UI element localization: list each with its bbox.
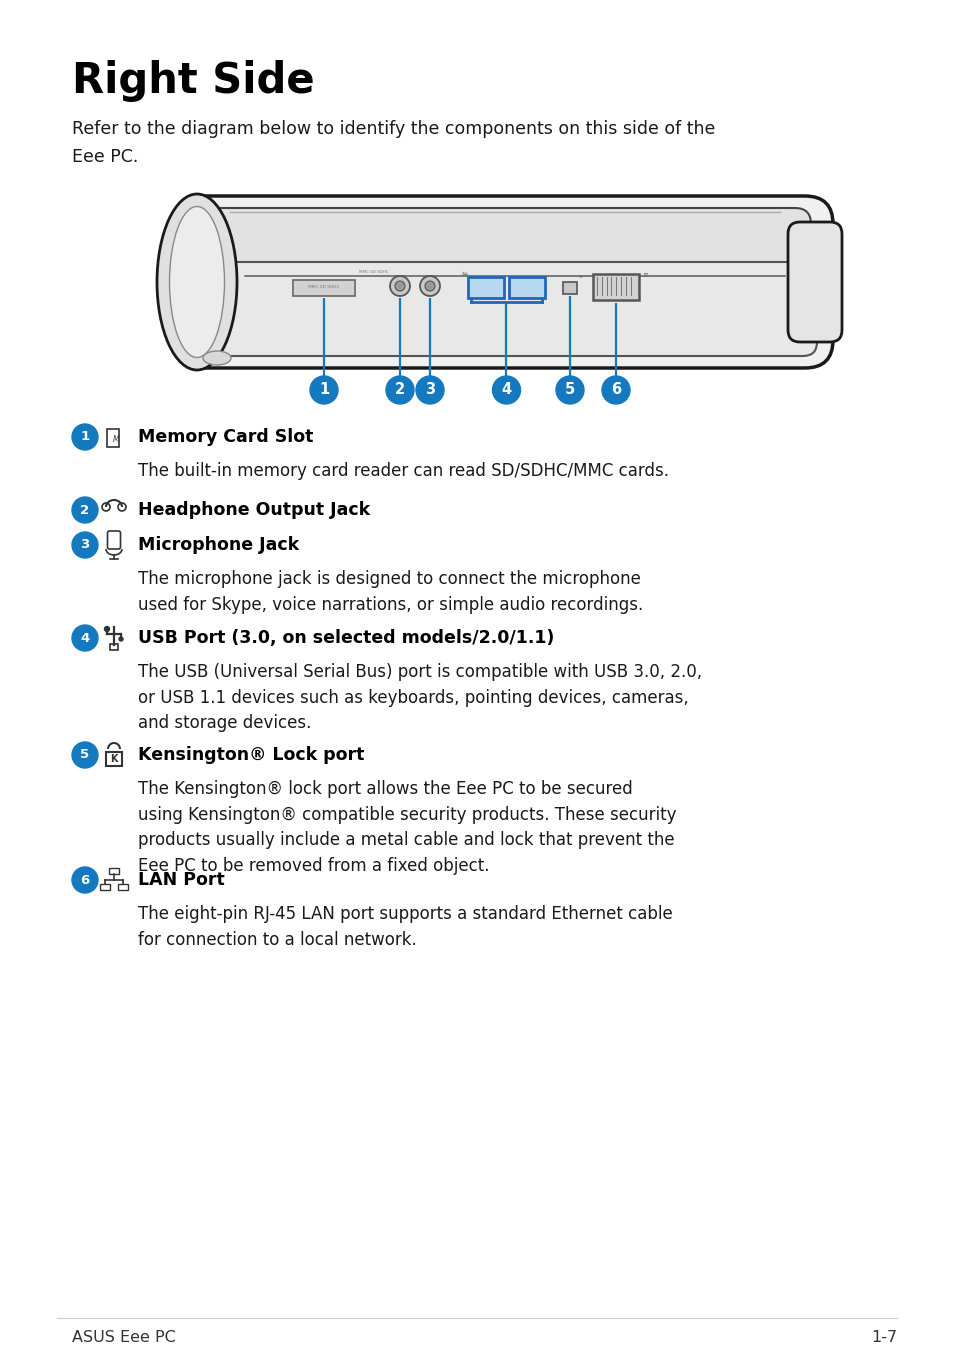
Text: Right Side: Right Side [71,60,314,102]
FancyBboxPatch shape [193,262,816,356]
Bar [562,282,577,294]
Text: Headphone Output Jack: Headphone Output Jack [138,501,370,518]
Text: 5: 5 [564,383,575,398]
Text: 2: 2 [395,383,405,398]
Text: USB Port (3.0, on selected models/2.0/1.1): USB Port (3.0, on selected models/2.0/1.… [138,630,554,647]
Circle shape [395,281,405,290]
Ellipse shape [170,206,224,357]
FancyBboxPatch shape [177,195,832,368]
Text: Memory Card Slot: Memory Card Slot [138,427,313,446]
Text: 6: 6 [610,383,620,398]
Circle shape [71,423,98,451]
Text: a: a [578,274,582,278]
Circle shape [71,497,98,522]
Text: The eight-pin RJ-45 LAN port supports a standard Ethernet cable
for connection t: The eight-pin RJ-45 LAN port supports a … [138,905,672,949]
Circle shape [105,627,110,631]
Circle shape [601,376,629,404]
Text: 1: 1 [318,383,329,398]
Text: M: M [112,434,119,444]
Bar [106,752,122,765]
Text: Refer to the diagram below to identify the components on this side of the: Refer to the diagram below to identify t… [71,119,715,138]
Text: Eee PC.: Eee PC. [71,148,138,166]
Bar [509,277,544,299]
Text: The USB (Universal Serial Bus) port is compatible with USB 3.0, 2.0,
or USB 1.1 : The USB (Universal Serial Bus) port is c… [138,664,701,733]
Bar [118,883,128,890]
Ellipse shape [203,351,231,365]
Bar [100,883,110,890]
Text: 3: 3 [80,539,90,551]
Text: 2: 2 [80,503,90,517]
Circle shape [419,275,439,296]
Text: The Kensington® lock port allows the Eee PC to be secured
using Kensington® comp: The Kensington® lock port allows the Eee… [138,780,676,875]
Ellipse shape [157,194,236,370]
Text: 5: 5 [80,749,90,761]
Text: The microphone jack is designed to connect the microphone
used for Skype, voice : The microphone jack is designed to conne… [138,570,642,613]
Text: 4: 4 [80,631,90,645]
Text: MMC SD SDHC: MMC SD SDHC [358,270,388,274]
Text: 6: 6 [80,874,90,886]
Circle shape [71,867,98,893]
Text: K: K [111,754,117,764]
Bar [109,868,119,874]
FancyBboxPatch shape [787,223,841,342]
Circle shape [71,532,98,558]
FancyBboxPatch shape [199,208,810,292]
Text: The built-in memory card reader can read SD/SDHC/MMC cards.: The built-in memory card reader can read… [138,461,668,480]
Text: ⇋: ⇋ [461,271,468,277]
Circle shape [310,376,337,404]
Circle shape [71,626,98,651]
Circle shape [556,376,583,404]
Text: 3: 3 [424,383,435,398]
Bar [107,429,119,446]
Bar [110,645,118,650]
Circle shape [386,376,414,404]
Circle shape [390,275,410,296]
Circle shape [424,281,435,290]
Text: ASUS Eee PC: ASUS Eee PC [71,1330,175,1346]
Circle shape [492,376,520,404]
Text: MMC SD SDHC: MMC SD SDHC [308,285,339,289]
Circle shape [71,742,98,768]
Text: LAN Port: LAN Port [138,871,225,889]
Bar [593,274,639,300]
Text: 4: 4 [501,383,511,398]
Bar [293,280,355,296]
Bar [468,277,503,299]
Text: Microphone Jack: Microphone Jack [138,536,299,554]
Circle shape [119,636,123,641]
Text: 1-7: 1-7 [870,1330,896,1346]
Text: ≡: ≡ [641,271,647,278]
Text: 1: 1 [80,430,90,444]
Text: Kensington® Lock port: Kensington® Lock port [138,746,364,764]
Circle shape [416,376,443,404]
